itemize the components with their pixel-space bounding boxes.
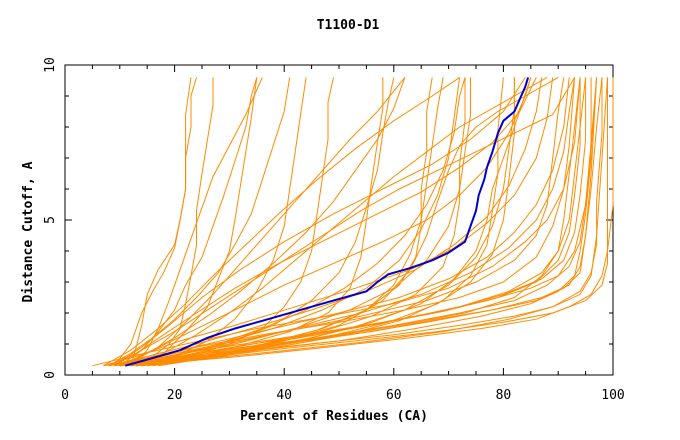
series-line	[147, 77, 504, 367]
series-line	[113, 77, 192, 367]
series-line	[141, 77, 433, 367]
x-tick-label: 20	[167, 388, 183, 403]
series-line	[108, 77, 291, 367]
chart-title: T1100-D1	[317, 18, 380, 33]
series-line	[136, 77, 466, 367]
x-axis: 0 20 40 60 80 100	[61, 65, 625, 403]
series-line	[125, 77, 587, 367]
series-line	[141, 77, 307, 367]
series-line	[130, 77, 214, 367]
series-line	[136, 76, 559, 367]
series-line	[114, 77, 526, 367]
x-tick-label: 40	[276, 388, 292, 403]
series-line	[130, 77, 608, 367]
series-line	[114, 77, 598, 367]
x-tick-label: 100	[601, 388, 624, 403]
y-axis-label: Distance Cutoff, A	[21, 161, 36, 302]
series-group	[92, 76, 614, 367]
series-line	[130, 77, 471, 367]
x-tick-label: 80	[496, 388, 512, 403]
plot-frame	[64, 64, 614, 376]
x-axis-label: Percent of Residues (CA)	[240, 409, 428, 424]
y-tick-label: 0	[43, 371, 58, 379]
series-line	[114, 77, 581, 367]
series-line	[130, 77, 197, 366]
series-line	[103, 76, 460, 367]
series-line	[108, 77, 537, 367]
plot-area: 0 20 40 60 80 100 0 5 10	[43, 57, 625, 403]
highlight-series-line	[125, 77, 530, 367]
series-line	[108, 77, 570, 367]
series-line	[119, 77, 532, 367]
series-line	[114, 77, 576, 367]
y-tick-label: 5	[43, 216, 58, 224]
series-line	[136, 77, 603, 367]
series-line	[103, 77, 576, 367]
x-tick-label: 60	[386, 388, 402, 403]
y-tick-label: 10	[43, 57, 58, 73]
y-axis: 0 5 10	[43, 57, 613, 379]
series-line	[119, 77, 406, 367]
series-line	[147, 77, 334, 367]
x-tick-label: 0	[61, 388, 69, 403]
highlight-series	[125, 77, 530, 367]
series-line	[158, 77, 515, 367]
series-line	[119, 77, 258, 367]
series-line	[135, 77, 258, 367]
